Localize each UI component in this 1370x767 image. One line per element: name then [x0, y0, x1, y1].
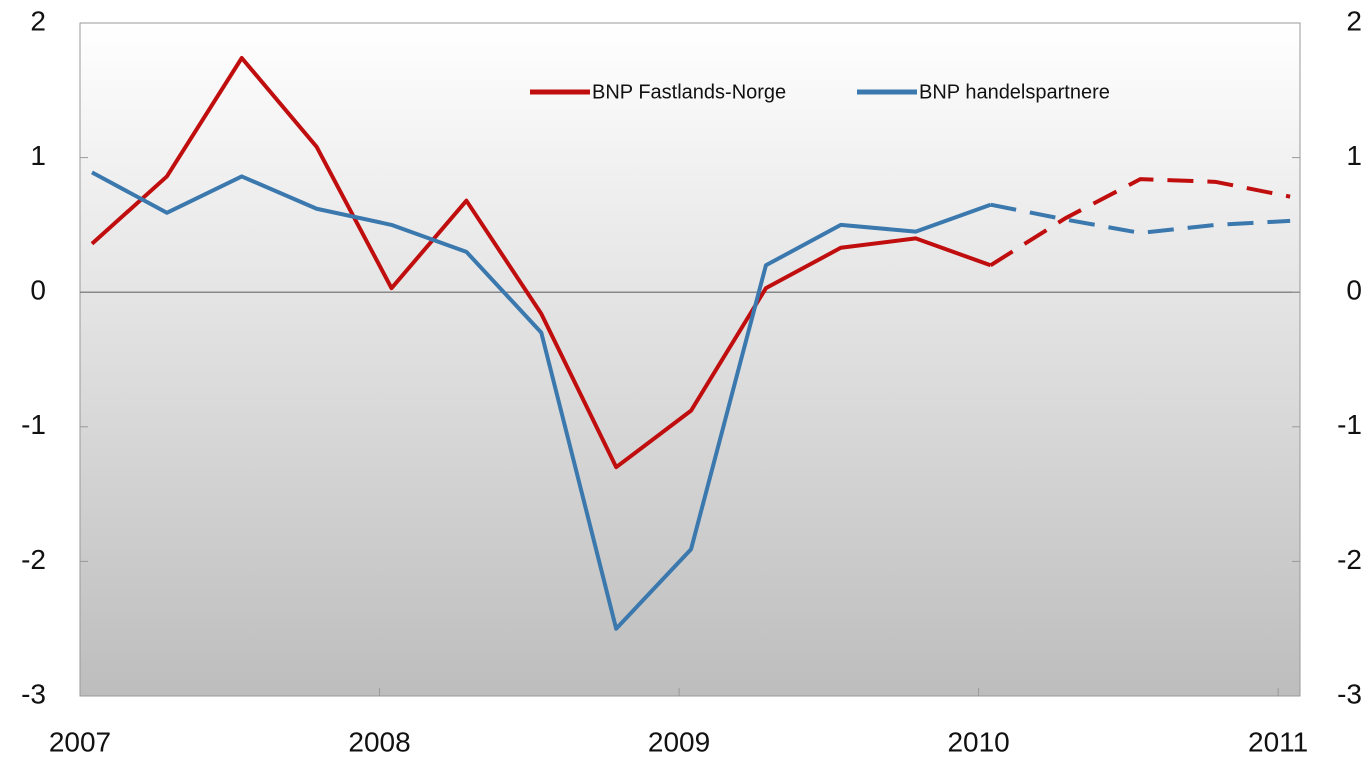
- y-tick-label: 1: [30, 140, 46, 171]
- y-tick-label: -2: [21, 544, 46, 575]
- line: [91, 170, 992, 631]
- line: [90, 55, 992, 470]
- x-tick-label: 2011: [1248, 726, 1308, 757]
- x-tick-label: 2010: [947, 726, 1009, 757]
- y2-tick-label: -2: [1337, 544, 1362, 575]
- y2-tick-label: 0: [1346, 275, 1362, 306]
- x-tick-label: 2007: [49, 726, 111, 757]
- line-projection: [989, 177, 1291, 267]
- y-tick-label: -3: [21, 678, 46, 709]
- plot-area: [79, 22, 1301, 697]
- y2-tick-label: -3: [1337, 678, 1362, 709]
- y2-tick-label: 1: [1346, 140, 1362, 171]
- y-tick-label: 2: [30, 5, 46, 36]
- y-tick-label: 0: [30, 275, 46, 306]
- y2-tick-label: 2: [1346, 5, 1362, 36]
- y2-tick-label: -1: [1337, 409, 1362, 440]
- legend-label: BNP Fastlands-Norge: [592, 81, 786, 103]
- line-projection: [990, 202, 1291, 235]
- x-tick-label: 2008: [348, 726, 410, 757]
- y-tick-label: -1: [21, 409, 46, 440]
- legend-label: BNP handelspartnere: [919, 81, 1110, 103]
- x-tick-label: 2009: [648, 726, 710, 757]
